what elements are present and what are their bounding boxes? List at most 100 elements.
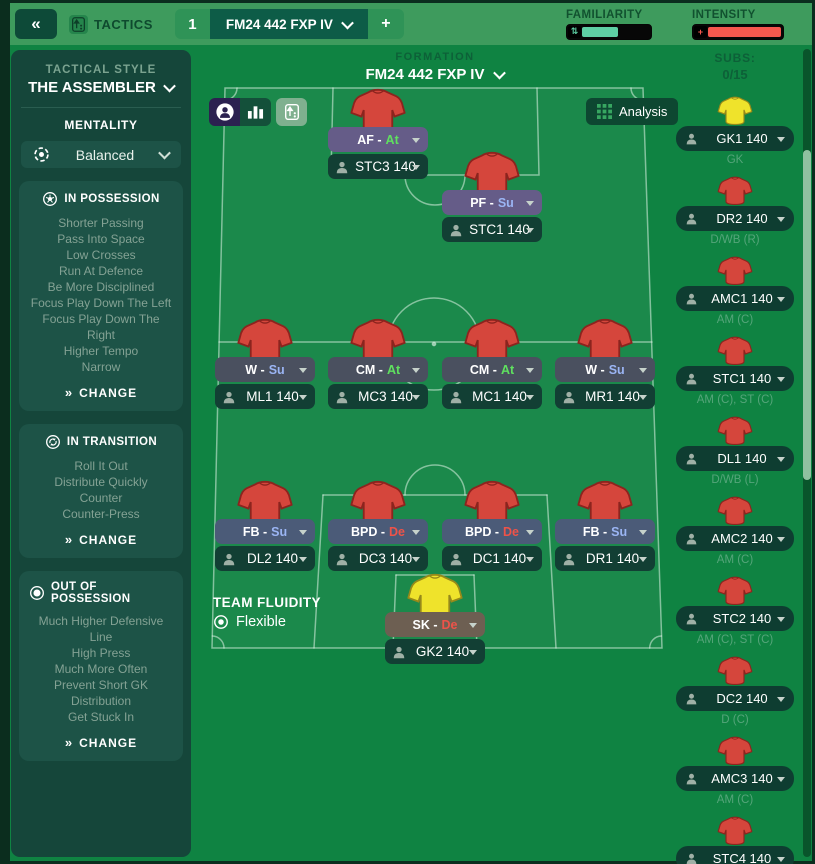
meters: FAMILIARITY ⇅ INTENSITY +	[566, 9, 784, 40]
sub-name-select[interactable]: DL1 140	[676, 446, 794, 471]
player-name-select[interactable]: DC3 140	[328, 546, 428, 571]
team-fluidity-label: TEAM FLUIDITY	[213, 595, 321, 610]
player-role-select[interactable]: FB - Su	[215, 519, 315, 544]
player-name-select[interactable]: DC1 140	[442, 546, 542, 571]
player-role-select[interactable]: W - Su	[555, 357, 655, 382]
circle-dot-icon	[213, 614, 229, 630]
player-name-select[interactable]: DR1 140	[555, 546, 655, 571]
instruction-item: Counter-Press	[62, 507, 140, 521]
dropdown-arrow-icon	[777, 216, 785, 222]
mentality-dropdown[interactable]: Balanced	[21, 141, 181, 168]
sub-name-select[interactable]: GK1 140	[676, 126, 794, 151]
player-name-select[interactable]: ML1 140	[215, 384, 315, 409]
player-card[interactable]: CM - At MC1 140	[442, 318, 542, 409]
formation-name-dropdown[interactable]: FM24 442 FXP IV	[195, 66, 675, 83]
add-tactic-button[interactable]: +	[367, 9, 404, 39]
stats-view-button[interactable]	[240, 98, 271, 126]
sub-name-select[interactable]: DR2 140	[676, 206, 794, 231]
dropdown-arrow-icon	[299, 556, 307, 562]
tactic-tab-number[interactable]: 1	[174, 9, 210, 39]
player-role-select[interactable]: PF - Su	[442, 190, 542, 215]
tactical-style-dropdown[interactable]: THE ASSEMBLER	[11, 79, 191, 96]
player-card[interactable]: BPD - De DC1 140	[442, 480, 542, 571]
player-name-select[interactable]: MC3 140	[328, 384, 428, 409]
duty-label: De	[389, 524, 405, 539]
player-card[interactable]: CM - At MC3 140	[328, 318, 428, 409]
sub-name: STC2 140	[712, 611, 772, 626]
sub-name-select[interactable]: DC2 140	[676, 686, 794, 711]
pitch-view-buttons	[209, 98, 307, 126]
player-role-select[interactable]: BPD - De	[442, 519, 542, 544]
player-role-select[interactable]: CM - At	[442, 357, 542, 382]
scrollbar-thumb[interactable]	[803, 150, 811, 480]
analysis-button[interactable]: Analysis	[586, 98, 679, 125]
person-icon	[685, 452, 698, 465]
dropdown-arrow-icon	[777, 776, 785, 782]
instruction-item: Prevent Short GK Distribution	[53, 678, 149, 708]
player-role-select[interactable]: SK - De	[385, 612, 485, 637]
instruction-item: Run At Defence	[58, 264, 144, 278]
double-chevron-icon: »	[64, 532, 74, 547]
section-title: IN TRANSITION	[66, 436, 158, 448]
player-view-button[interactable]	[209, 98, 240, 126]
player-role-select[interactable]: CM - At	[328, 357, 428, 382]
duty-label: At	[500, 362, 515, 377]
player-card[interactable]: FB - Su DR1 140	[555, 480, 655, 571]
player-role-select[interactable]: AF - At	[328, 127, 428, 152]
player-card[interactable]: BPD - De DC3 140	[328, 480, 428, 571]
change-button[interactable]: » CHANGE	[29, 532, 173, 547]
role-label: SK -	[412, 617, 438, 632]
player-role-select[interactable]: BPD - De	[328, 519, 428, 544]
formation-name-text: FM24 442 FXP IV	[365, 66, 485, 83]
change-button[interactable]: » CHANGE	[29, 385, 173, 400]
sidebar-section-out-of-possession: OUT OF POSSESSION Much Higher Defensive …	[19, 571, 183, 761]
sub-entry: DC2 140 D (C)	[672, 655, 798, 735]
player-card[interactable]: FB - Su DL2 140	[215, 480, 315, 571]
player-name-select[interactable]: GK2 140	[385, 639, 485, 664]
player-name-select[interactable]: STC3 140	[328, 154, 428, 179]
sub-entry: GK1 140 GK	[672, 95, 798, 175]
sub-name-select[interactable]: STC1 140	[676, 366, 794, 391]
change-button[interactable]: » CHANGE	[29, 735, 173, 750]
sub-shirt-icon	[712, 576, 758, 605]
sub-name-select[interactable]: AMC1 140	[676, 286, 794, 311]
player-card[interactable]: PF - Su STC1 140	[442, 151, 542, 242]
change-label: CHANGE	[79, 736, 138, 750]
player-name-select[interactable]: MR1 140	[555, 384, 655, 409]
section-title: IN POSSESSION	[64, 193, 160, 205]
sub-shirt-icon	[712, 176, 758, 205]
sub-name-select[interactable]: AMC2 140	[676, 526, 794, 551]
familiarity-fill	[582, 26, 618, 37]
sub-position-label: AM (C)	[716, 314, 754, 326]
sub-name-select[interactable]: AMC3 140	[676, 766, 794, 791]
player-card[interactable]: SK - De GK2 140	[385, 573, 485, 664]
player-role-select[interactable]: W - Su	[215, 357, 315, 382]
instruction-item: High Press	[71, 646, 131, 660]
subs-header: SUBS: 0/15	[672, 51, 798, 82]
chevron-down-icon	[493, 66, 507, 80]
dropdown-arrow-icon	[412, 529, 420, 535]
player-card[interactable]: W - Su ML1 140	[215, 318, 315, 409]
tactic-tab-title[interactable]: FM24 442 FXP IV	[209, 9, 368, 39]
player-name-select[interactable]: STC1 140	[442, 217, 542, 242]
instruction-item: Much Higher Defensive Line	[38, 614, 164, 644]
sub-name-select[interactable]: STC2 140	[676, 606, 794, 631]
player-name-select[interactable]: DL2 140	[215, 546, 315, 571]
player-name-select[interactable]: MC1 140	[442, 384, 542, 409]
dropdown-arrow-icon	[777, 136, 785, 142]
mentality-value: Balanced	[75, 146, 135, 163]
sub-name-select[interactable]: STC4 140	[676, 846, 794, 864]
dropdown-arrow-icon	[526, 556, 534, 562]
duty-label: Su	[268, 362, 285, 377]
sub-entry: STC1 140 AM (C), ST (C)	[672, 335, 798, 415]
back-button[interactable]: «	[15, 9, 57, 39]
person-icon	[335, 552, 349, 566]
sub-entry: AMC3 140 AM (C)	[672, 735, 798, 815]
height-view-button[interactable]	[276, 98, 307, 126]
dropdown-arrow-icon	[469, 649, 477, 655]
formation-header-label: FORMATION	[395, 51, 475, 63]
player-card[interactable]: AF - At STC3 140	[328, 88, 428, 179]
player-card[interactable]: W - Su MR1 140	[555, 318, 655, 409]
player-role-select[interactable]: FB - Su	[555, 519, 655, 544]
role-label: W -	[245, 362, 265, 377]
